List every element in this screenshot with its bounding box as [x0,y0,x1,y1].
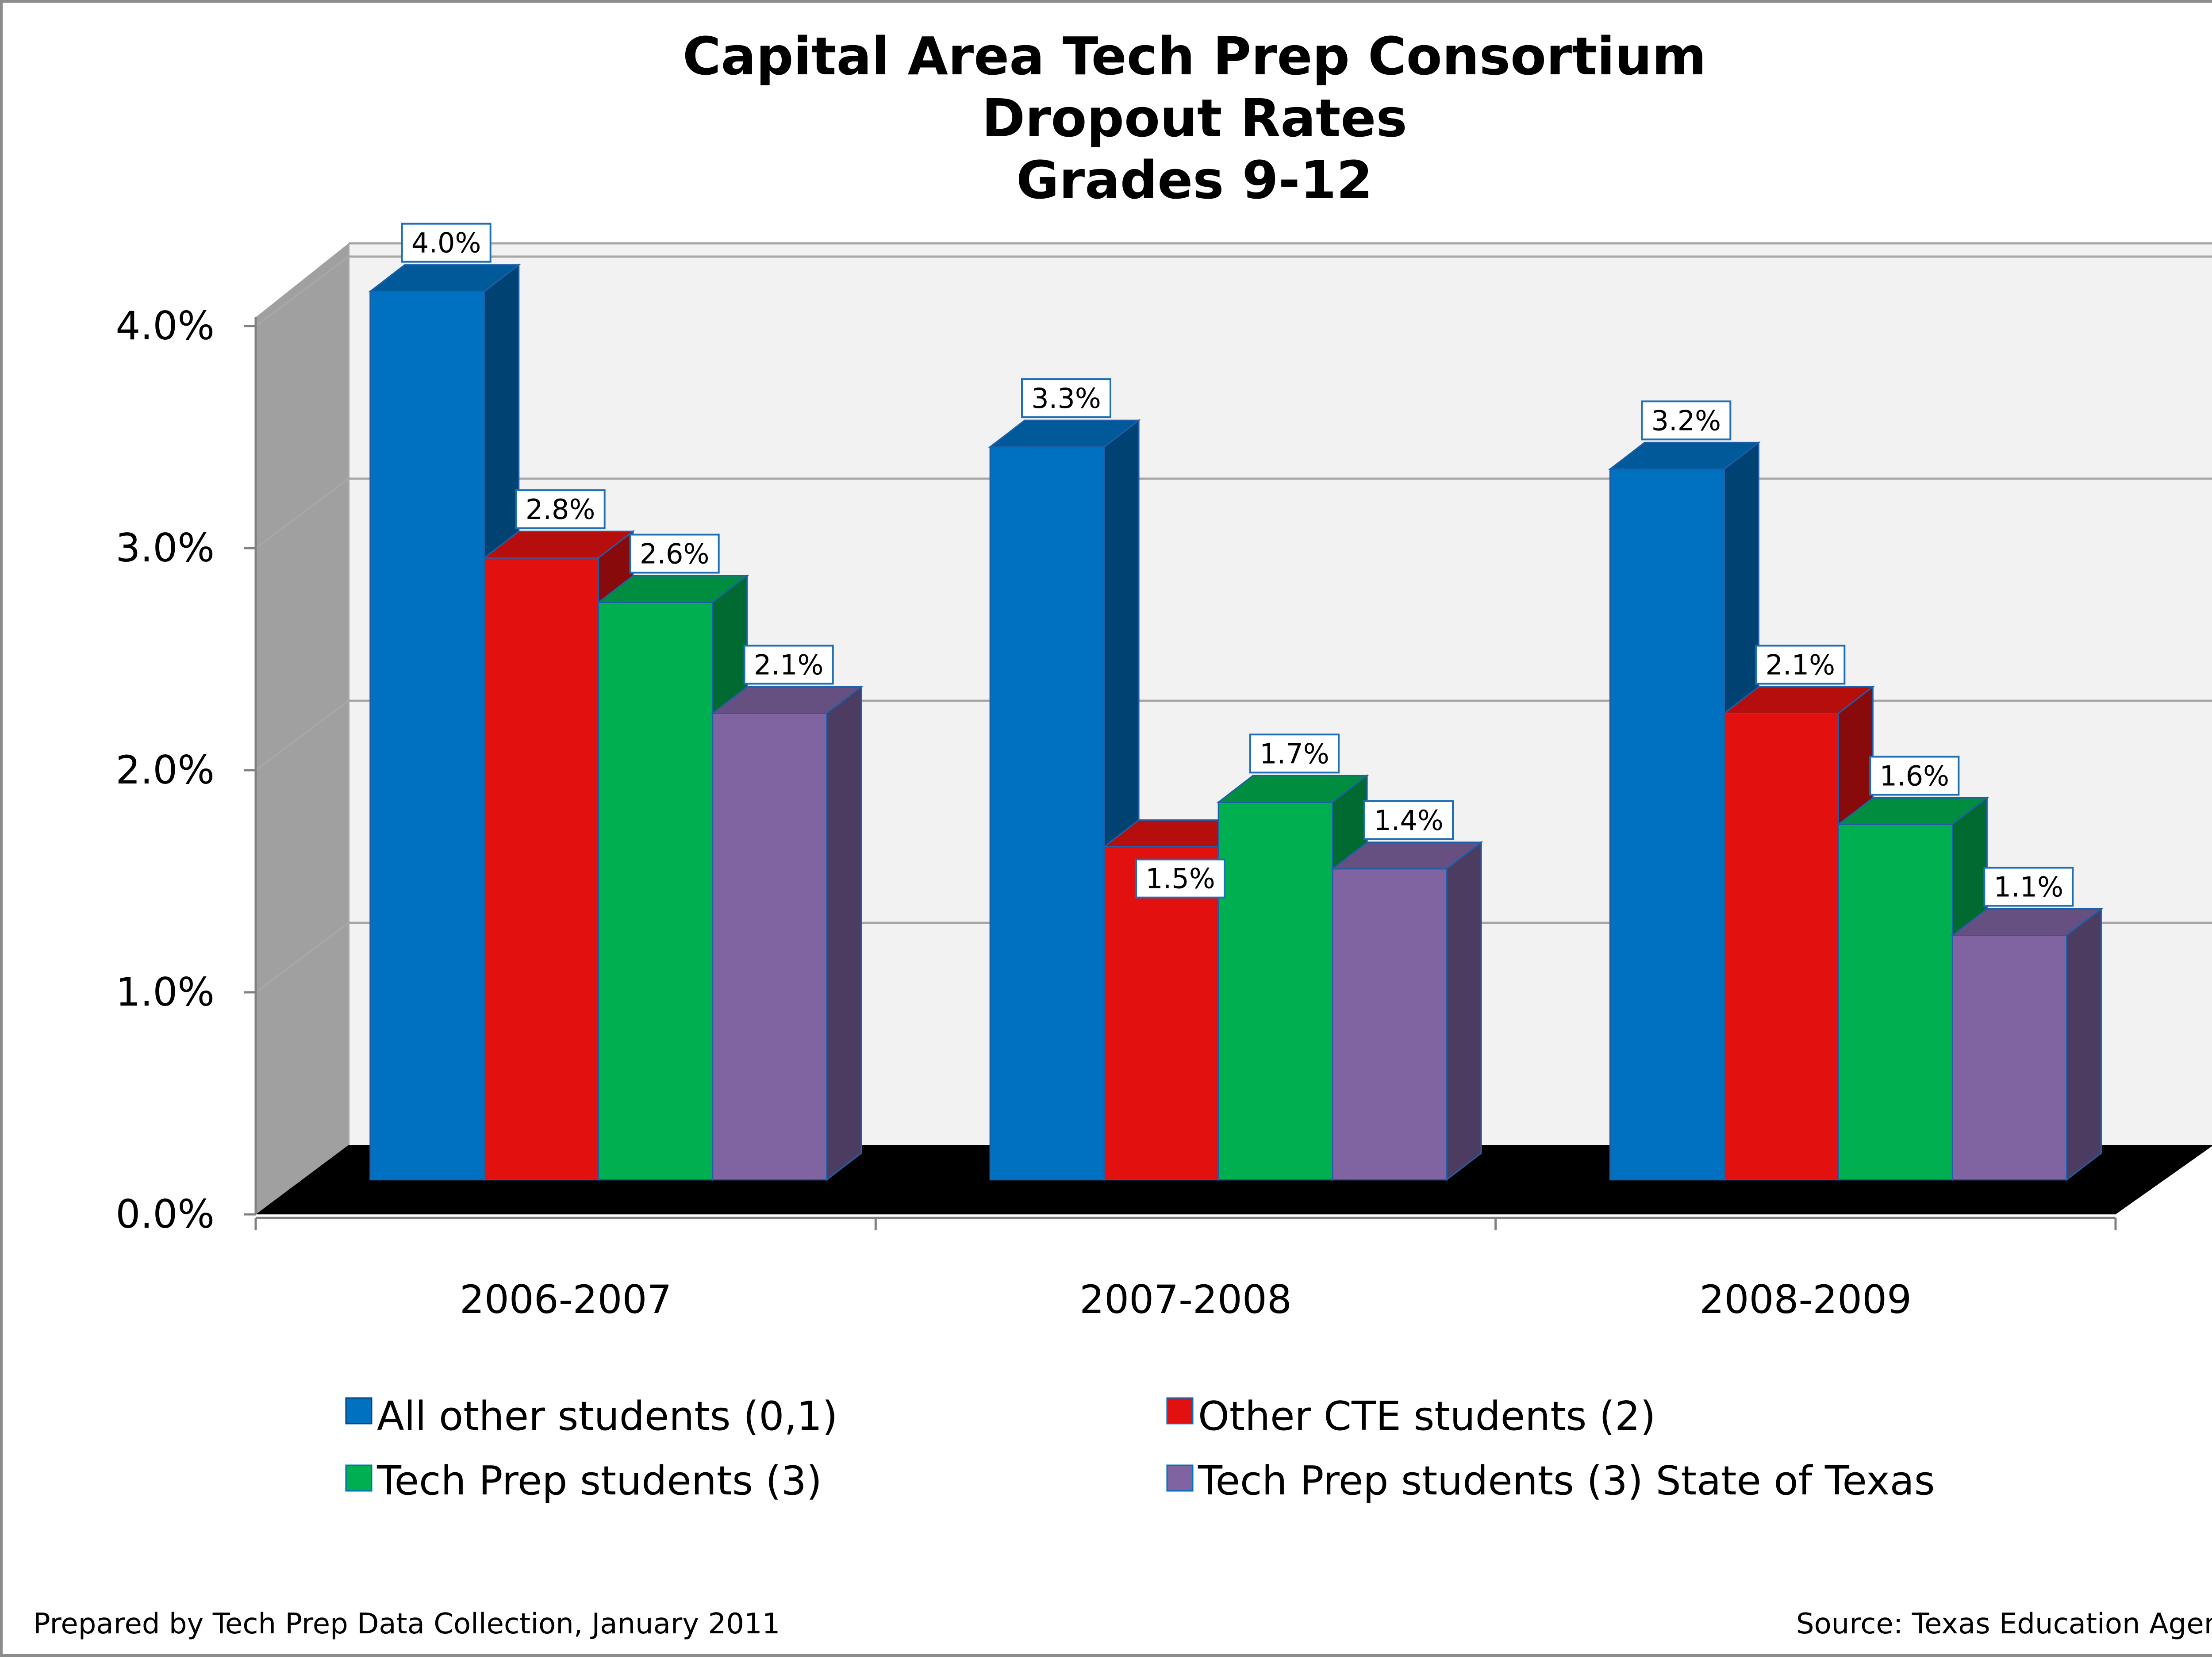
data-label: 1.4% [1374,804,1444,837]
side-wall [256,243,349,1214]
bars [368,263,2103,1181]
data-label: 1.6% [1880,760,1950,792]
bar-front [1723,712,1839,1181]
footer-source: Source: Texas Education Agen [1796,1608,2212,1640]
bar [710,685,864,1181]
chart-title-line-3: Grades 9-12 [1016,150,1373,211]
gridline-side [255,477,349,549]
legend-label: Tech Prep students (3) State of Texas [1198,1458,1935,1504]
bar-front [1103,846,1219,1181]
x-tick-label: 2007-2008 [1079,1277,1292,1322]
data-label: 1.1% [1994,871,2064,903]
legend-swatch [1166,1397,1194,1425]
data-label-box [1869,756,1960,796]
y-tick-label: 0.0% [115,1191,215,1237]
y-tick-label: 3.0% [115,525,215,571]
legend-item-other-cte-students: Other CTE students (2) [1166,1393,1655,1440]
legend: All other students (0,1) Other CTE stude… [345,1393,1935,1504]
bar-front [598,601,714,1181]
bar-front [712,712,828,1181]
data-label-box [515,489,606,530]
data-label: 2.1% [1766,649,1836,681]
gridline-side [255,922,349,994]
y-tick-label: 4.0% [115,303,215,349]
bar-side [826,685,862,1181]
y-tick-label: 1.0% [115,969,215,1015]
data-label-box [1641,400,1732,441]
data-label: 2.8% [526,493,595,526]
data-label: 4.0% [411,227,481,259]
bar-front [1217,801,1333,1181]
x-tick-label: 2006-2007 [460,1277,672,1322]
data-label-box [1363,800,1454,840]
bar [988,419,1141,1181]
data-label-box [1021,378,1111,419]
data-label-box [1755,645,1846,685]
bar-front [1332,868,1448,1181]
legend-label: Other CTE students (2) [1198,1393,1655,1440]
bar-side [1446,841,1482,1181]
bar-side [2066,907,2102,1181]
bar-front [1837,823,1953,1181]
data-label-box [1249,733,1340,774]
bar-front [1609,468,1725,1181]
data-label: 3.2% [1651,404,1721,437]
bar-front [369,291,485,1181]
data-label-box [401,223,492,263]
legend-item-tech-prep-students: Tech Prep students (3) [345,1458,822,1504]
gridline-side [255,255,349,327]
legend-item-all-other-students: All other students (0,1) [345,1393,837,1440]
bar [1951,907,2103,1181]
data-label-box [1135,858,1225,899]
bar [1836,796,1989,1181]
bar-front [484,557,599,1181]
chart-title-line-2: Dropout Rates [982,88,1407,149]
data-label: 3.3% [1031,382,1101,415]
legend-label: Tech Prep students (3) [376,1458,822,1504]
footer-prepared-by: Prepared by Tech Prep Data Collection, J… [33,1608,780,1640]
data-label: 2.1% [754,649,824,681]
bar-front [1951,934,2067,1181]
bar-front [989,446,1105,1181]
data-label-box [743,645,834,685]
legend-swatch [345,1464,373,1492]
y-tick-label: 2.0% [115,747,215,793]
chart-title-line-1: Capital Area Tech Prep Consortium [683,26,1706,87]
data-label-box [629,534,720,574]
x-tick-label: 2008-2009 [1699,1277,1912,1322]
data-label: 1.5% [1145,863,1215,895]
legend-swatch [1166,1464,1194,1492]
legend-swatch [345,1397,373,1425]
data-labels: 4.0% 2.8% 2.6% 2.1% 3.3% 1.5% 1.7% 1.4% 3.2% 2.1%… [401,223,2074,907]
data-label-box [1983,867,2074,907]
data-label: 2.6% [640,538,710,570]
data-label: 1.7% [1260,737,1329,770]
bar [1330,841,1483,1181]
legend-item-tech-prep-state-of-texas: Tech Prep students (3) State of Texas [1166,1458,1935,1504]
legend-label: All other students (0,1) [377,1393,837,1440]
gridline-side [255,699,349,772]
axes: 0.0% 1.0% 2.0% 3.0% 4.0% 2006-2007 2007-2008 20… [115,303,2117,1322]
